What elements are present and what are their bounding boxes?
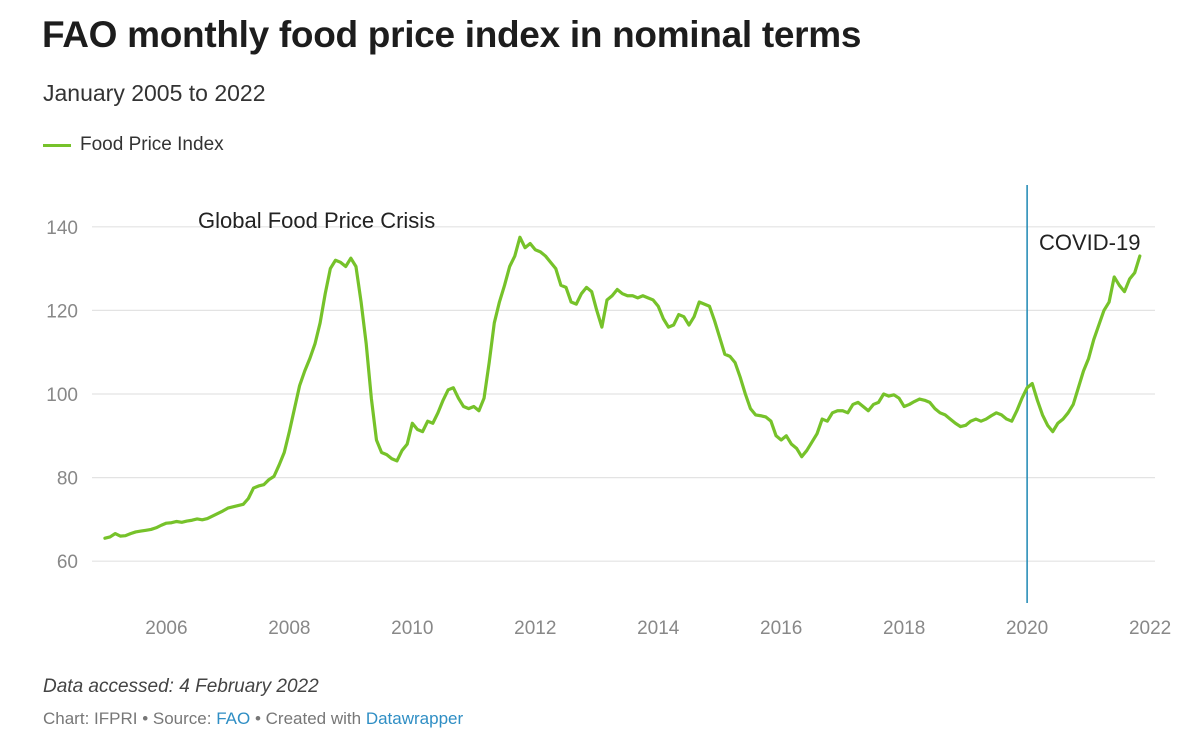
x-tick-label: 2006: [145, 618, 187, 639]
source-prefix: Source:: [152, 709, 212, 728]
annotation-global-food-price-crisis: Global Food Price Crisis: [198, 208, 435, 233]
series-layer: [103, 235, 1142, 540]
annotation-covid-19: COVID-19: [1039, 230, 1140, 255]
x-tick-label: 2020: [1006, 618, 1048, 639]
chart-subtitle: January 2005 to 2022: [43, 80, 266, 106]
legend-swatch: [43, 143, 71, 147]
source-link-fao[interactable]: FAO: [216, 709, 251, 728]
series-line-food-price-index: [103, 235, 1142, 540]
x-tick-label: 2018: [883, 618, 925, 639]
chart-credit: Chart: IFPRI: [43, 709, 138, 728]
legend: Food Price Index: [43, 134, 224, 156]
separator-dot: •: [142, 709, 149, 728]
chart-title: FAO monthly food price index in nominal …: [42, 14, 862, 55]
gridlines: [92, 226, 1155, 562]
x-tick-label: 2022: [1129, 618, 1171, 639]
y-tick-label: 140: [46, 218, 78, 239]
y-axis: 60 80 100 120 140: [46, 218, 78, 573]
x-axis: 2006 2008 2010 2012 2014 2016 2018 2020 2022: [145, 618, 1171, 639]
created-with-prefix: Created with: [265, 709, 362, 728]
data-accessed-note: Data accessed: 4 February 2022: [43, 676, 319, 697]
credit-line: Chart: IFPRI • Source: FAO • Created wit…: [43, 709, 463, 729]
y-tick-label: 80: [57, 469, 78, 490]
x-tick-label: 2016: [760, 618, 802, 639]
separator-dot: •: [254, 709, 261, 728]
datawrapper-link[interactable]: Datawrapper: [365, 709, 464, 728]
y-tick-label: 120: [46, 301, 78, 322]
x-tick-label: 2014: [637, 618, 680, 639]
x-tick-label: 2010: [391, 618, 433, 639]
x-tick-label: 2012: [514, 618, 556, 639]
y-tick-label: 60: [57, 552, 78, 573]
y-tick-label: 100: [46, 385, 78, 406]
legend-label: Food Price Index: [80, 134, 224, 155]
x-tick-label: 2008: [268, 618, 310, 639]
